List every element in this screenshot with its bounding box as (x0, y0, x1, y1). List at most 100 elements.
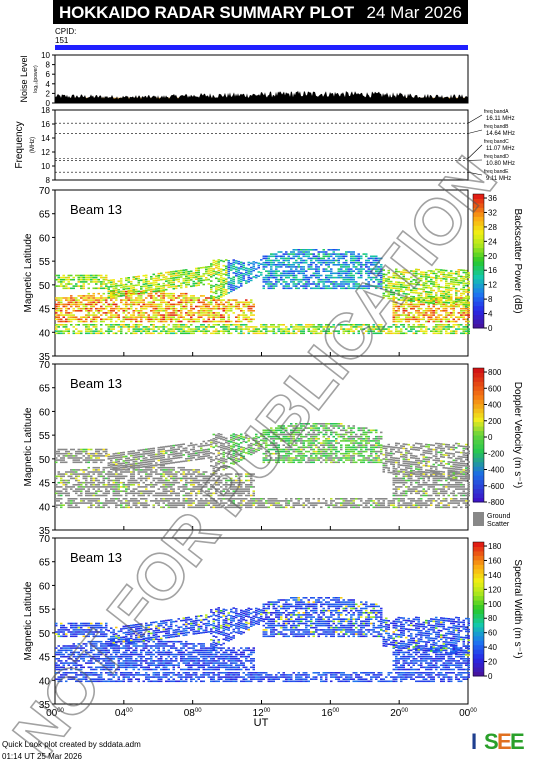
echo-cell (115, 473, 118, 475)
echo-cell (207, 312, 210, 314)
echo-cell (172, 477, 175, 480)
echo-cell (437, 307, 440, 310)
echo-cell (70, 314, 73, 316)
echo-cell (162, 299, 165, 301)
echo-cell (400, 314, 403, 316)
echo-cell (202, 279, 205, 282)
echo-cell (217, 303, 220, 306)
echo-cell (310, 264, 313, 266)
echo-cell (285, 270, 288, 272)
echo-cell (410, 289, 413, 291)
echo-cell (60, 477, 63, 480)
echo-cell (107, 490, 110, 492)
echo-cell (137, 324, 140, 326)
echo-cell (57, 448, 60, 451)
echo-cell (65, 328, 68, 330)
echo-cell (60, 486, 63, 488)
echo-cell (352, 285, 355, 287)
echo-cell (197, 486, 200, 488)
echo-cell (72, 297, 75, 299)
echo-cell (225, 301, 228, 304)
echo-cell (125, 285, 128, 288)
echo-cell (317, 274, 320, 277)
echo-cell (112, 492, 115, 495)
echo-cell (260, 326, 263, 328)
echo-cell (432, 300, 435, 302)
echo-cell (132, 477, 135, 480)
echo-cell (275, 281, 278, 283)
echo-cell (465, 297, 468, 300)
echo-cell (162, 479, 165, 482)
echo-cell (227, 301, 230, 304)
echo-cell (412, 303, 415, 306)
echo-cell (107, 481, 110, 484)
echo-cell (440, 318, 443, 321)
echo-cell (67, 506, 70, 509)
echo-cell (192, 506, 195, 509)
echo-cell (135, 454, 138, 456)
echo-cell (307, 251, 310, 253)
echo-cell (75, 457, 78, 459)
echo-cell (125, 294, 128, 296)
echo-cell (157, 320, 160, 323)
echo-cell (317, 259, 320, 262)
echo-cell (215, 303, 218, 306)
echo-cell (252, 492, 255, 495)
echo-cell (420, 326, 423, 328)
echo-cell (182, 324, 185, 326)
echo-cell (117, 473, 120, 475)
echo-cell (107, 330, 110, 332)
echo-cell (147, 303, 150, 306)
frequency-band-leader (467, 129, 483, 134)
echo-cell (420, 301, 423, 303)
echo-cell (455, 332, 458, 335)
echo-cell (70, 297, 73, 299)
echo-cell (187, 314, 190, 316)
echo-cell (272, 328, 275, 330)
echo-cell (292, 261, 295, 264)
echo-cell (285, 287, 288, 290)
echo-cell (165, 494, 168, 497)
echo-cell (122, 310, 125, 312)
echo-cell (417, 305, 420, 308)
echo-cell (217, 324, 220, 326)
echo-cell (242, 310, 245, 312)
colorbar-segment (473, 198, 484, 204)
echo-cell (157, 275, 160, 277)
echo-cell (227, 442, 230, 445)
echo-cell (215, 288, 218, 290)
echo-cell (247, 473, 250, 475)
echo-cell (185, 286, 188, 288)
echo-cell (175, 492, 178, 495)
echo-cell (107, 477, 110, 480)
echo-cell (195, 494, 198, 497)
echo-cell (202, 314, 205, 316)
echo-cell (182, 449, 185, 452)
echo-cell (457, 328, 460, 330)
echo-cell (350, 268, 353, 270)
echo-cell (165, 486, 168, 488)
echo-cell (272, 255, 275, 258)
echo-cell (92, 469, 95, 471)
echo-cell (92, 312, 95, 314)
echo-cell (85, 295, 88, 297)
echo-cell (130, 450, 133, 453)
echo-cell (240, 484, 243, 486)
echo-cell (225, 473, 228, 475)
echo-cell (72, 285, 75, 287)
echo-cell (212, 316, 215, 318)
echo-cell (57, 500, 60, 502)
echo-cell (450, 298, 453, 300)
echo-cell (242, 449, 245, 451)
echo-cell (380, 332, 383, 335)
echo-cell (325, 274, 328, 277)
echo-cell (430, 299, 433, 301)
echo-cell (212, 261, 215, 264)
echo-cell (105, 287, 108, 290)
echo-cell (137, 451, 140, 454)
echo-cell (85, 490, 88, 492)
echo-cell (330, 276, 333, 279)
echo-cell (200, 295, 203, 297)
echo-cell (445, 286, 448, 289)
echo-cell (222, 303, 225, 306)
